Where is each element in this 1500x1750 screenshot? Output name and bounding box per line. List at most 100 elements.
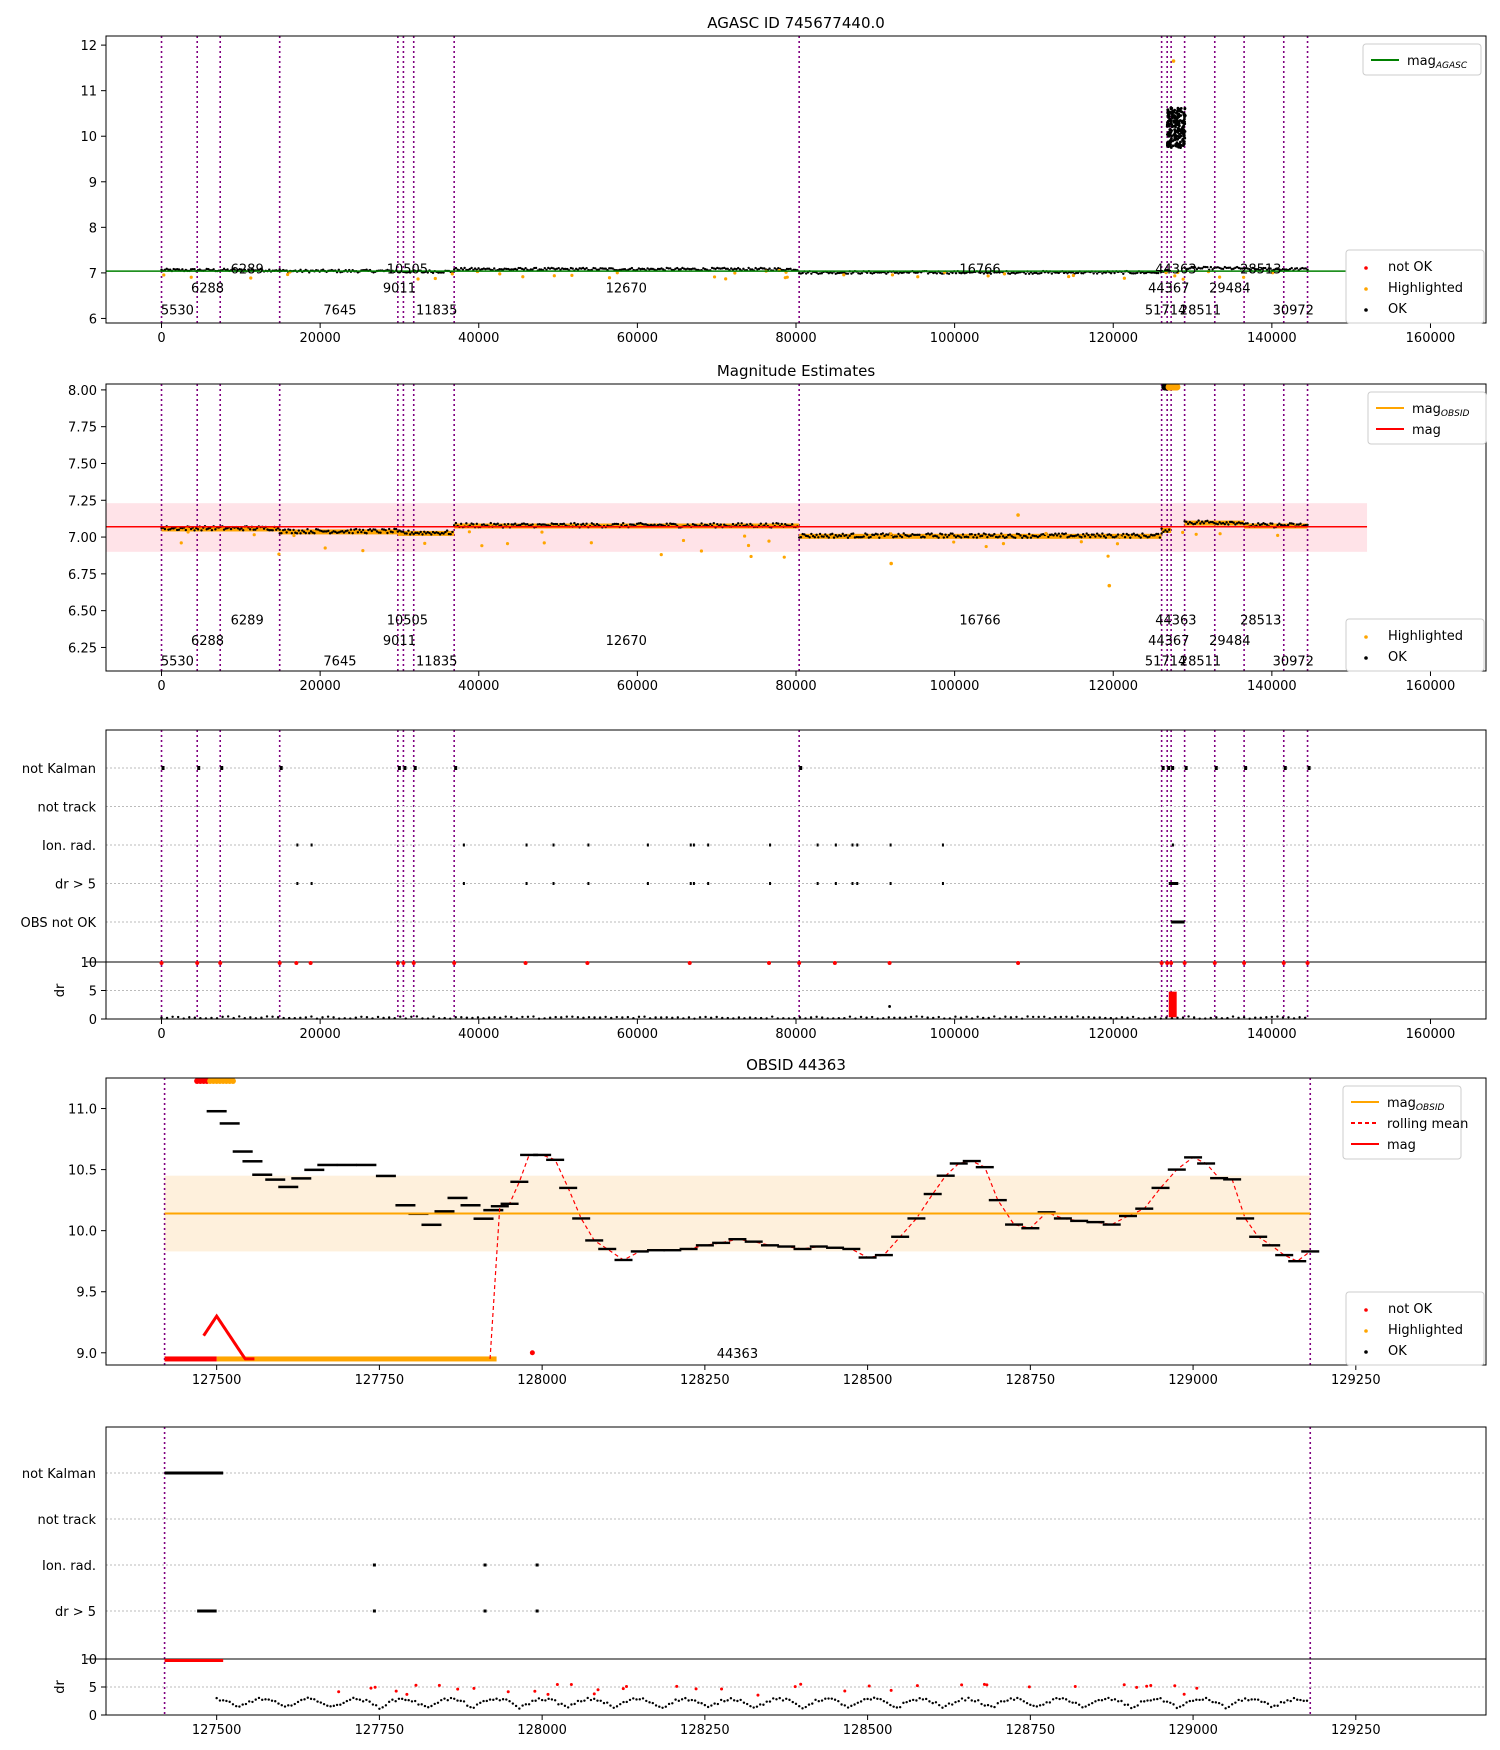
flag-marker [941, 843, 944, 847]
dr-point [378, 1707, 381, 1710]
dr-not-ok-point [456, 1687, 460, 1691]
axes-frame [105, 1077, 1487, 1366]
dr-point [1120, 1015, 1124, 1019]
dr-point [944, 1704, 947, 1708]
ok-point [1052, 534, 1055, 537]
ok-point [628, 523, 632, 526]
ok-point [836, 535, 839, 538]
dr-point [742, 1701, 746, 1704]
ok-point [1210, 1176, 1229, 1180]
dr-point [596, 1699, 599, 1702]
ok-point [842, 1247, 861, 1251]
dr-point [313, 1698, 316, 1701]
obsid-label: 28511 [1180, 655, 1221, 670]
ok-point [241, 529, 245, 532]
legend-box [1367, 391, 1487, 445]
dr-point [1181, 1016, 1185, 1019]
obsid-label: 44367 [1148, 634, 1189, 649]
dr-point [1012, 1698, 1016, 1701]
ok-point [290, 531, 294, 535]
dr-not-ok-point [555, 1682, 559, 1686]
ok-point [1166, 530, 1169, 533]
dr-point [604, 1015, 607, 1019]
ok-point [1302, 267, 1306, 270]
ok-point [370, 529, 373, 533]
ok-point [608, 267, 611, 270]
highlighted-point [1276, 533, 1280, 537]
dr-point [1120, 1699, 1123, 1703]
dr-point [299, 1016, 302, 1019]
ok-point [947, 533, 951, 537]
dr-point [863, 1698, 866, 1701]
dr-point [296, 1700, 300, 1704]
ok-point [841, 532, 844, 536]
dr-point [352, 1696, 355, 1700]
ok-point [747, 266, 750, 270]
ok-point [1178, 143, 1182, 146]
ok-point [454, 521, 458, 525]
dr-point [226, 1015, 230, 1018]
ok-point [973, 533, 977, 537]
highlighted-point [292, 533, 296, 538]
highlighted-point [570, 273, 574, 278]
ok-point [1260, 523, 1263, 526]
ok-point [1180, 110, 1184, 114]
ok-point [437, 271, 440, 274]
dr-not-ok-cluster [164, 1659, 224, 1662]
dr-point [820, 1016, 824, 1019]
ok-point [630, 1250, 649, 1253]
ok-point [989, 534, 993, 537]
x-tick-label: 0 [157, 679, 165, 694]
ok-point [519, 523, 522, 527]
obsid-label: 44363 [1155, 262, 1196, 277]
ok-point [1090, 533, 1094, 536]
ok-point [885, 272, 888, 275]
dr-point [1087, 1703, 1091, 1706]
ok-point [991, 534, 994, 537]
ok-point [533, 266, 536, 270]
ok-point [405, 532, 408, 535]
obsid-label: 44367 [1148, 281, 1189, 296]
x-tick-label: 20000 [299, 679, 340, 694]
dr-point [234, 1704, 238, 1708]
ok-point [1225, 266, 1228, 270]
highlighted-point [986, 274, 990, 278]
dr-point [1107, 1696, 1110, 1700]
ok-point [1135, 1207, 1154, 1210]
ok-point [1299, 522, 1302, 525]
legend-point-swatch [1364, 656, 1368, 660]
ok-point [1262, 266, 1265, 270]
ok-point [1255, 268, 1258, 271]
y-tick-label: 11.0 [68, 1103, 97, 1118]
legend-box [1362, 43, 1482, 76]
dr-point [454, 1015, 457, 1019]
ok-point [594, 267, 597, 270]
flag-marker [1168, 882, 1179, 885]
dr-point [1178, 1705, 1182, 1708]
highlighted-point [842, 273, 846, 277]
dr-point [554, 1015, 557, 1019]
dr-point [1175, 1706, 1179, 1710]
ok-point [1113, 271, 1116, 275]
ok-point [597, 524, 600, 527]
dr-point [326, 1015, 330, 1018]
dr-point [501, 1698, 505, 1701]
dr-point [775, 1698, 778, 1701]
ok-point [817, 536, 820, 539]
ok-point [248, 528, 252, 531]
ok-point [346, 529, 349, 532]
ok-point [1242, 266, 1246, 270]
flag-marker [856, 882, 859, 885]
chart-title: Magnitude Estimates [717, 362, 875, 380]
dr-point [749, 1704, 752, 1708]
obsid-label: 44363 [1155, 613, 1196, 628]
dr-point [1265, 1016, 1268, 1019]
ok-point [1278, 268, 1281, 271]
dr-point [355, 1697, 358, 1701]
dr-point [661, 1706, 664, 1709]
ok-point [693, 267, 696, 270]
dr-point [843, 1704, 847, 1707]
ok-point [1094, 535, 1097, 538]
ok-point [473, 1217, 494, 1220]
flag-marker [646, 843, 649, 847]
